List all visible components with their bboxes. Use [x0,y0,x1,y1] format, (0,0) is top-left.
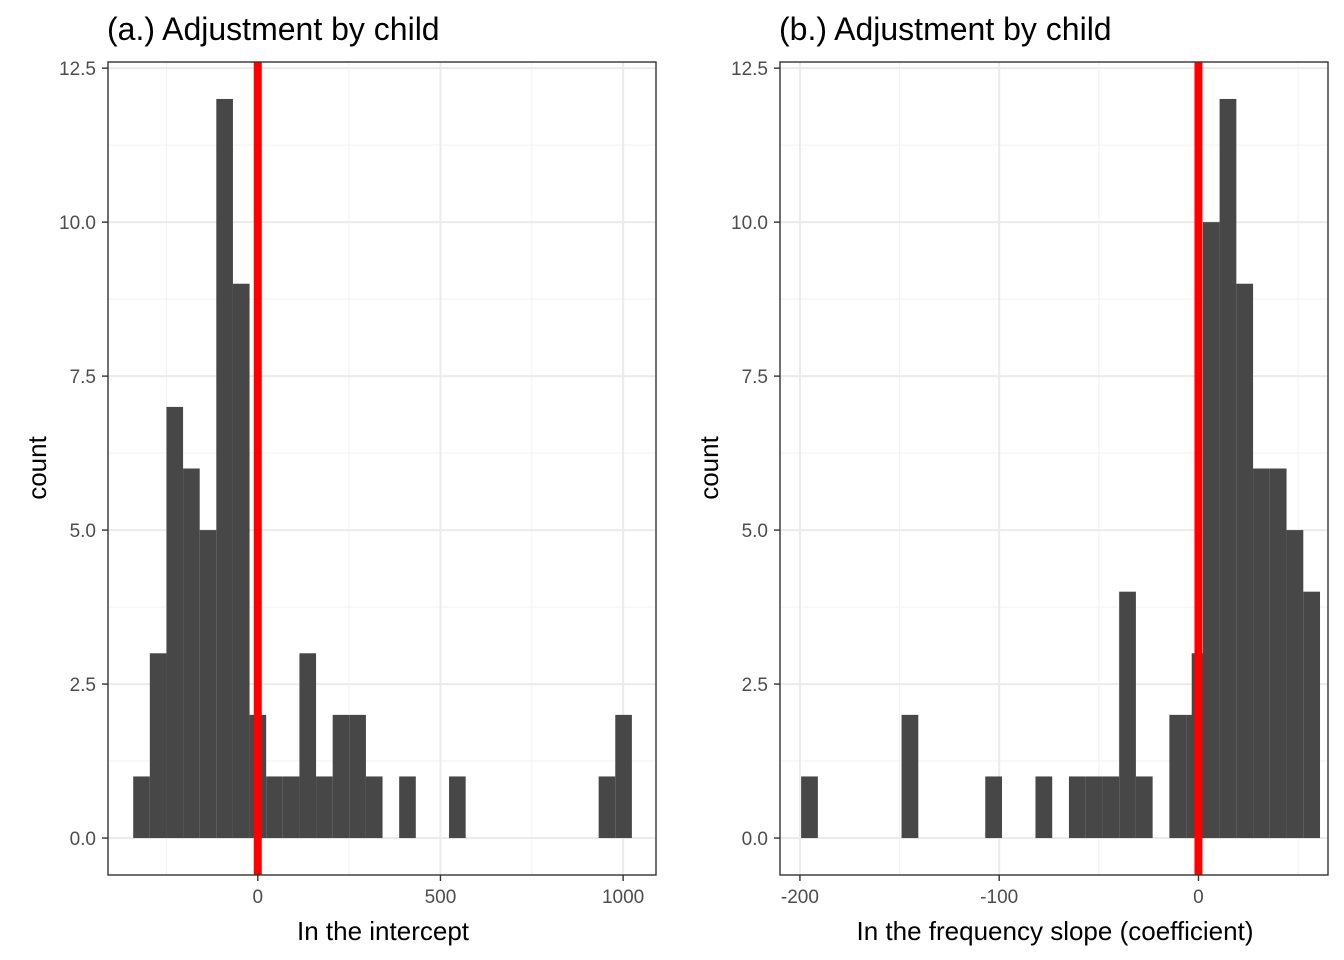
panel-b-y-tick-label: 0.0 [742,829,768,850]
panel-b-panel-border [779,61,1329,876]
panel-a-y-tick-label: 0.0 [70,829,96,850]
panel-a-histogram-bar [166,406,184,839]
panel-b-x-tick-label: 0 [1193,887,1204,908]
panel-b-y-tick-label: 7.5 [742,367,768,388]
panel-a-histogram-bar [365,776,383,839]
panel-b-y-tick-label: 5.0 [742,521,768,542]
panel-a-y-tick-label: 7.5 [70,367,96,388]
panel-a-histogram-bar [316,776,333,839]
panel-b-histogram-bar [1102,776,1120,839]
panel-a-x-tick-label: 500 [425,887,457,908]
panel-a-histogram-bar [332,714,350,839]
panel-a-histogram-bar [615,714,632,839]
panel-b-histogram-bar [801,776,818,839]
panel-a-histogram-bar [133,776,150,839]
panel-a-y-tick-label: 10.0 [59,213,96,234]
panel-b-histogram-bar [1119,591,1136,839]
panel-a-histogram-bar [282,776,300,839]
panel-a-plot-area: 0.0 2.5 5.0 7.5 10.0 12.5 0 500 1000 [59,59,657,908]
panel-b-x-axis-title: In the frequency slope (coefficient) [857,916,1254,946]
panel-a-x-axis-title: In the intercept [297,916,470,946]
panel-b-histogram-bar [985,776,1002,839]
panel-b-histogram-bar [1286,530,1304,839]
panel-a-title: (a.) Adjustment by child [107,11,440,47]
panel-b-histogram-bar [1303,591,1321,839]
panel-a-histogram-bar [183,468,200,839]
panel-b-histogram-bar [1169,714,1187,839]
panel-b-histogram-bar [1269,468,1287,839]
panel-b-histogram-bar [1035,776,1053,839]
panel-a-histogram-bar [349,714,366,839]
panel-a-histogram-bar [598,776,616,839]
panel-a-y-tick-label: 12.5 [59,59,96,80]
panel-a-histogram-bar [266,776,283,839]
panel-a-histogram-bar [216,98,233,839]
panel-a-y-tick-label: 5.0 [70,521,96,542]
panel-a-histogram-bar [299,653,317,839]
panel-a-x-tick-label: 0 [252,887,263,908]
panel-a-histogram-bar [149,653,167,839]
panel-b-histogram-bar [1219,98,1237,839]
panel-b-histogram-bar [1135,776,1153,839]
panel-b-histogram-bar [1202,222,1220,839]
panel-b-histogram-bar [1253,468,1270,839]
panel-b-y-tick-label: 10.0 [731,213,768,234]
panel-b-y-tick-label: 2.5 [742,675,768,696]
panel-b-y-axis-title: count [694,435,724,499]
panel-a-histogram-bar [449,776,466,839]
panel-b: (b.) Adjustment by child In the frequenc… [694,11,1329,946]
panel-a: (a.) Adjustment by child In the intercep… [22,11,657,946]
panel-a-y-tick-label: 2.5 [70,675,96,696]
panel-b-x-tick-label: -200 [781,887,819,908]
panel-b-histogram-bar [1236,283,1254,839]
panel-b-histogram-bar [901,714,919,839]
panel-a-y-axis-title: count [22,435,52,499]
panel-b-plot-area: 0.0 2.5 5.0 7.5 10.0 12.5 -200 -100 0 [731,59,1329,908]
panel-a-panel-border [107,61,657,876]
panel-b-histogram-bar [1085,776,1103,839]
panel-b-x-tick-label: -100 [980,887,1018,908]
panel-a-histogram-bar [399,776,416,839]
panel-b-histogram-bar [1068,776,1086,839]
panel-a-histogram-bar [232,283,250,839]
panel-a-x-tick-label: 1000 [602,887,644,908]
panel-a-histogram-bar [199,530,217,839]
panel-b-y-tick-label: 12.5 [731,59,768,80]
panel-b-title: (b.) Adjustment by child [779,11,1112,47]
